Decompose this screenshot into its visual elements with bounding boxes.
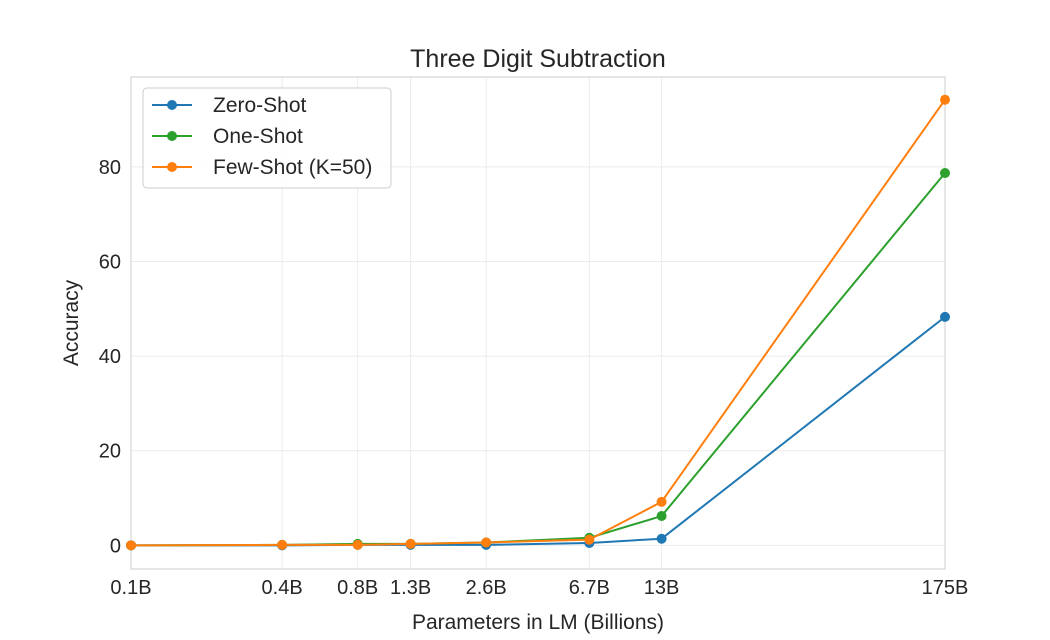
series-line-one-shot	[130, 172, 946, 547]
data-point-few-shot-k-50	[277, 539, 288, 550]
x-tick-label: 175B	[922, 577, 969, 599]
series-few-shot-k-50	[126, 94, 950, 551]
series-layer	[126, 94, 950, 551]
series-zero-shot	[126, 311, 950, 551]
data-point-few-shot-k-50	[656, 496, 667, 507]
series-line-zero-shot	[131, 316, 946, 547]
data-point-few-shot-k-50	[940, 94, 950, 105]
data-point-few-shot-k-50	[126, 540, 136, 551]
x-tick-label: 0.4B	[262, 577, 303, 599]
legend-label-zero-shot: Zero-Shot	[213, 94, 307, 117]
x-axis-ticks: 0.1B 0.4B 0.8B 1.3B 2.6B 6.7B 13B 175B	[110, 577, 968, 599]
legend-marker-one-shot	[167, 131, 177, 141]
data-point-one-shot	[656, 511, 667, 522]
data-point-zero-shot	[940, 311, 950, 322]
series-one-shot	[126, 168, 950, 551]
x-tick-label: 0.8B	[337, 577, 378, 599]
data-point-zero-shot	[656, 533, 667, 544]
data-point-few-shot-k-50	[584, 534, 595, 545]
y-axis-label: Accuracy	[60, 279, 83, 366]
data-point-few-shot-k-50	[481, 537, 492, 548]
legend-marker-zero-shot	[167, 100, 177, 110]
legend-marker-few-shot-k-50	[167, 162, 177, 172]
x-tick-label: 1.3B	[390, 577, 431, 599]
x-axis-label: Parameters in LM (Billions)	[412, 611, 664, 634]
data-point-few-shot-k-50	[405, 538, 416, 549]
legend-label-few-shot-k-50: Few-Shot (K=50)	[213, 156, 372, 179]
y-tick-label: 80	[99, 157, 121, 179]
legend-label-one-shot: One-Shot	[213, 125, 303, 148]
legend: Zero-Shot One-Shot Few-Shot (K=50)	[142, 87, 392, 189]
data-point-few-shot-k-50	[352, 539, 363, 550]
y-tick-label: 0	[110, 535, 121, 557]
x-tick-label: 2.6B	[466, 577, 507, 599]
y-tick-label: 60	[99, 252, 121, 274]
x-tick-label: 0.1B	[110, 577, 151, 599]
grid	[130, 77, 946, 569]
x-tick-label: 6.7B	[569, 577, 610, 599]
plot-area-frame	[130, 76, 946, 570]
y-axis-ticks: 0 20 40 60 80	[99, 157, 121, 557]
y-tick-label: 40	[99, 346, 121, 368]
legend-box	[142, 87, 392, 189]
chart-title: Three Digit Subtraction	[410, 45, 666, 73]
y-tick-label: 20	[99, 441, 121, 463]
series-line-few-shot-k-50	[130, 99, 946, 547]
data-point-one-shot	[940, 168, 950, 179]
x-tick-label: 13B	[644, 577, 680, 599]
